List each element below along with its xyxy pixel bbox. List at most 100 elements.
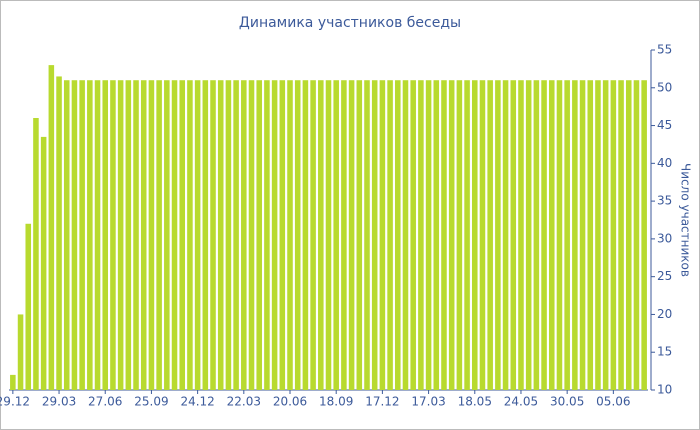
bar (379, 80, 386, 390)
bar (25, 223, 32, 390)
bar (102, 80, 109, 390)
bar (518, 80, 524, 390)
chart-title: Динамика участников беседы (239, 15, 461, 31)
bar (410, 80, 416, 390)
bar (310, 80, 316, 390)
bar (487, 80, 493, 390)
bar (233, 80, 239, 390)
x-tick-label: 18.05 (458, 395, 492, 409)
bar (133, 80, 139, 390)
bar (279, 80, 286, 390)
bar (364, 80, 370, 390)
bar (271, 80, 278, 390)
x-tick-label: 24.12 (180, 395, 214, 409)
bar (156, 80, 162, 390)
bar (140, 80, 147, 390)
bar (425, 80, 432, 390)
bar (456, 80, 463, 390)
bar (79, 80, 85, 390)
x-tick-label: 29.03 (42, 395, 76, 409)
bar (187, 80, 193, 390)
bar (333, 80, 339, 390)
bar (125, 80, 132, 390)
x-tick-label: 30.05 (550, 395, 584, 409)
bar (548, 80, 555, 390)
y-tick-label: 35 (657, 194, 672, 208)
y-axis-label: Число участников (679, 163, 693, 277)
bar (348, 80, 355, 390)
x-tick-label: 05.06 (596, 395, 630, 409)
bar (294, 80, 301, 390)
y-tick-label: 55 (657, 43, 672, 57)
y-tick-label: 45 (657, 118, 672, 132)
bar (110, 80, 116, 390)
bar (117, 80, 124, 390)
bar (610, 80, 617, 390)
y-tick-label: 25 (657, 269, 672, 283)
bar (179, 80, 185, 390)
x-tick-label: 18.09 (319, 395, 353, 409)
bar (395, 80, 401, 390)
bar (641, 80, 647, 390)
bar (194, 80, 201, 390)
bar (287, 80, 293, 390)
bar (63, 80, 70, 390)
bar (472, 80, 478, 390)
bar (633, 80, 640, 390)
bar (595, 80, 601, 390)
bar (510, 80, 517, 390)
bar (171, 80, 178, 390)
bar (541, 80, 547, 390)
bar (17, 314, 24, 390)
bar (533, 80, 540, 390)
bar (464, 80, 470, 390)
bar (602, 80, 609, 390)
bar (341, 80, 347, 390)
bar (564, 80, 570, 390)
bar (479, 80, 486, 390)
bar (56, 76, 62, 390)
x-tick-label: 22.03 (227, 395, 261, 409)
y-tick-label: 15 (657, 345, 672, 359)
bar (87, 80, 93, 390)
y-tick-label: 50 (657, 80, 672, 94)
bar (264, 80, 270, 390)
bar (10, 374, 16, 390)
x-tick-label: 17.12 (365, 395, 399, 409)
x-tick-label: 29.12 (0, 395, 30, 409)
bar (502, 80, 509, 390)
bar (48, 65, 55, 390)
y-tick-label: 10 (657, 383, 672, 397)
bar (210, 80, 216, 390)
bar (572, 80, 578, 390)
bar (579, 80, 586, 390)
bar (402, 80, 409, 390)
bar (448, 80, 455, 390)
bar (587, 80, 594, 390)
bar (325, 80, 332, 390)
bar (40, 136, 47, 390)
x-tick-label: 24.05 (504, 395, 538, 409)
x-tick-label: 25.09 (134, 395, 168, 409)
bar (356, 80, 363, 390)
bar (302, 80, 309, 390)
bar (387, 80, 393, 390)
x-tick-label: 27.06 (88, 395, 122, 409)
y-tick-label: 20 (657, 307, 672, 321)
y-tick-label: 40 (657, 156, 672, 170)
bar (556, 80, 563, 390)
x-tick-label: 17.03 (411, 395, 445, 409)
bar (217, 80, 224, 390)
bar (525, 80, 532, 390)
x-tick-label: 20.06 (273, 395, 307, 409)
bar (433, 80, 440, 390)
bar (371, 80, 378, 390)
bar (318, 80, 324, 390)
bar (618, 80, 624, 390)
bar (202, 80, 209, 390)
bar (71, 80, 78, 390)
bar (441, 80, 447, 390)
bar (248, 80, 255, 390)
bar (418, 80, 424, 390)
